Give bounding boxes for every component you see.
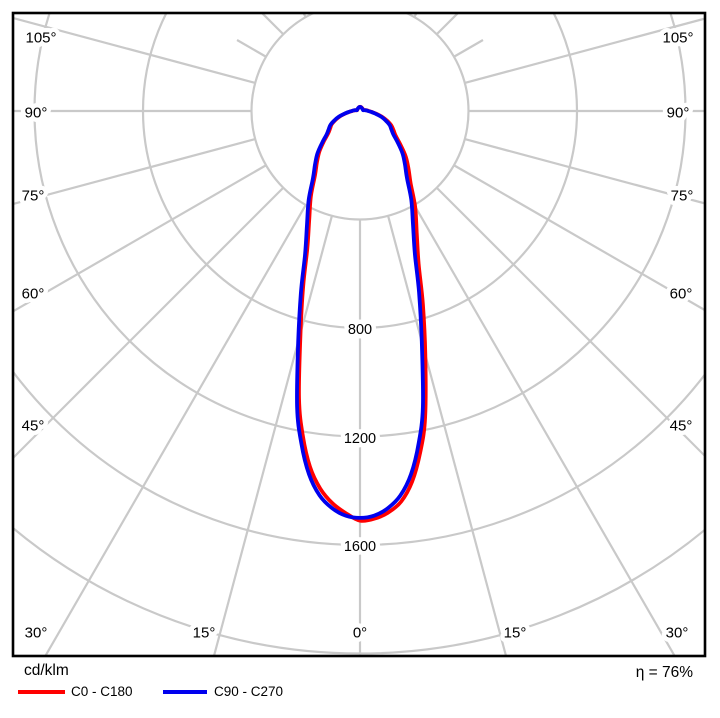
radius-label: 800 <box>348 322 372 338</box>
grid-tick <box>236 39 267 58</box>
grid-radial-line <box>13 16 256 84</box>
grid-radial-line <box>212 215 333 656</box>
angle-label: 30° <box>666 624 689 641</box>
grid-radial-line <box>464 17 705 84</box>
grid-radial-line <box>44 204 307 656</box>
grid-tick <box>388 0 397 6</box>
grid-radial-line <box>435 186 705 458</box>
grid-radial-line <box>413 204 676 656</box>
grid-tick <box>260 13 285 36</box>
angle-label: 75° <box>22 187 45 204</box>
angle-label: 45° <box>670 417 693 434</box>
angle-label: 15° <box>193 624 216 641</box>
grid-tick <box>323 0 332 6</box>
units-label: cd/klm <box>24 662 69 679</box>
legend-label-c0-c180: C0 - C180 <box>71 684 133 699</box>
grid-tick <box>413 13 418 18</box>
grid-circle-400 <box>250 13 470 221</box>
angle-label: 105° <box>662 29 693 46</box>
grid-radial-line <box>464 138 705 205</box>
grid-tick <box>302 13 307 18</box>
angle-label: 30° <box>25 624 48 641</box>
grid-tick <box>435 13 460 36</box>
angle-label: 90° <box>667 104 690 121</box>
grid-radial-line <box>13 186 285 460</box>
angle-label: 105° <box>25 29 56 46</box>
efficiency-value: η = 76% <box>635 664 693 681</box>
angle-label: 60° <box>670 285 693 302</box>
angle-label: 45° <box>22 417 45 434</box>
legend-label-c90-c270: C90 - C270 <box>214 684 284 699</box>
radius-label: 1600 <box>344 539 376 555</box>
grid-radial-line <box>453 164 705 312</box>
radius-label: 1200 <box>344 431 376 447</box>
angle-label: 75° <box>671 187 694 204</box>
angle-label: 60° <box>22 285 45 302</box>
grid-tick <box>453 39 484 58</box>
grid-radial-line <box>13 164 267 313</box>
legend-swatch-c90-c270 <box>163 690 207 694</box>
curve-c90-c270 <box>295 105 425 520</box>
grid-radial-line <box>13 138 256 206</box>
grid-radial-line <box>387 215 508 656</box>
angle-label: 0° <box>353 624 367 641</box>
angle-label: 15° <box>504 624 527 641</box>
angle-label: 90° <box>25 104 48 121</box>
legend-swatch-c0-c180 <box>18 690 65 694</box>
plot-border <box>11 11 707 658</box>
